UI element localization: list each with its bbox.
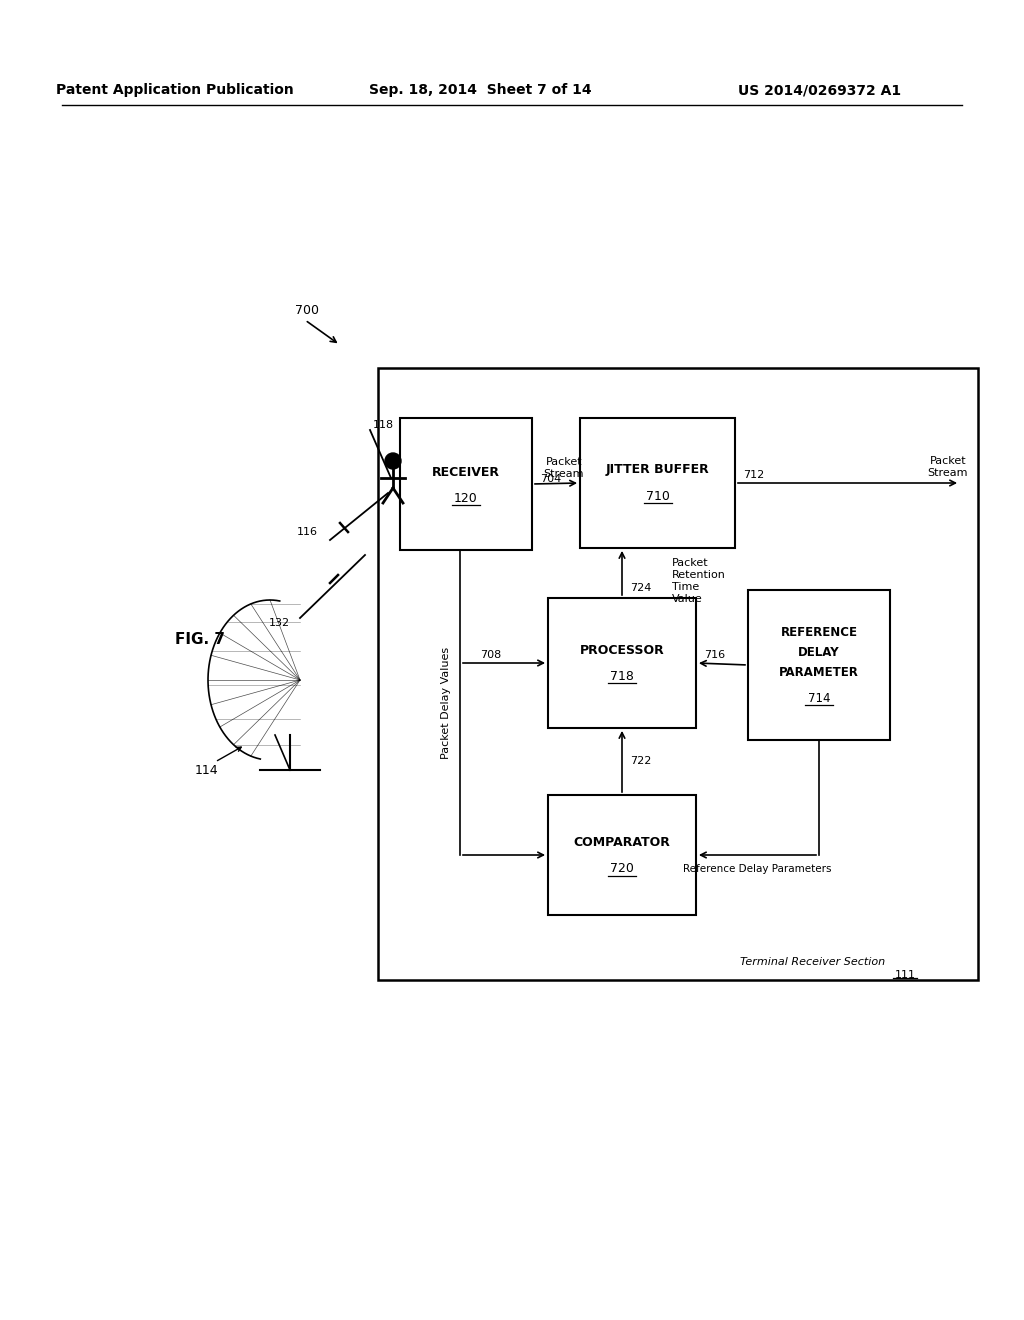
Text: 120: 120: [454, 491, 478, 504]
Text: 718: 718: [610, 669, 634, 682]
Text: Retention: Retention: [672, 570, 726, 579]
Bar: [548, 598, 696, 729]
Text: Stream: Stream: [544, 469, 585, 479]
Text: 716: 716: [705, 649, 725, 660]
Text: FIG. 7: FIG. 7: [175, 632, 225, 648]
Text: 708: 708: [480, 649, 502, 660]
Circle shape: [385, 453, 401, 469]
Text: 720: 720: [610, 862, 634, 875]
Text: Time: Time: [672, 582, 699, 591]
Text: Packet: Packet: [930, 455, 967, 466]
Bar: [400, 418, 532, 550]
Bar: [580, 418, 735, 548]
Bar: [548, 795, 696, 915]
Text: Stream: Stream: [928, 469, 969, 478]
Text: RECEIVER: RECEIVER: [432, 466, 500, 479]
Text: Patent Application Publication: Patent Application Publication: [56, 83, 294, 96]
Bar: [378, 368, 978, 979]
Text: JITTER BUFFER: JITTER BUFFER: [605, 463, 710, 477]
Text: PARAMETER: PARAMETER: [779, 665, 859, 678]
Text: US 2014/0269372 A1: US 2014/0269372 A1: [738, 83, 901, 96]
Text: 700: 700: [295, 304, 319, 317]
Text: PROCESSOR: PROCESSOR: [580, 644, 665, 656]
Text: 118: 118: [373, 420, 394, 430]
Text: 704: 704: [540, 474, 561, 484]
Text: Sep. 18, 2014  Sheet 7 of 14: Sep. 18, 2014 Sheet 7 of 14: [369, 83, 591, 96]
Text: 710: 710: [645, 490, 670, 503]
Text: Packet Delay Values: Packet Delay Values: [441, 647, 451, 759]
Text: 724: 724: [630, 583, 651, 593]
Text: Reference Delay Parameters: Reference Delay Parameters: [683, 865, 831, 874]
Text: DELAY: DELAY: [798, 645, 840, 659]
Text: 116: 116: [297, 527, 318, 537]
Text: 114: 114: [195, 763, 219, 776]
Text: Value: Value: [672, 594, 702, 605]
Text: REFERENCE: REFERENCE: [780, 626, 857, 639]
Bar: [748, 590, 890, 741]
Text: 714: 714: [808, 692, 830, 705]
Text: 111: 111: [895, 970, 915, 979]
Text: COMPARATOR: COMPARATOR: [573, 837, 671, 850]
Text: 712: 712: [743, 470, 764, 480]
Text: Packet: Packet: [546, 457, 583, 467]
Text: 722: 722: [630, 756, 651, 767]
Text: Packet: Packet: [672, 558, 709, 568]
Text: Terminal Receiver Section: Terminal Receiver Section: [740, 957, 885, 968]
Text: 132: 132: [269, 618, 290, 628]
